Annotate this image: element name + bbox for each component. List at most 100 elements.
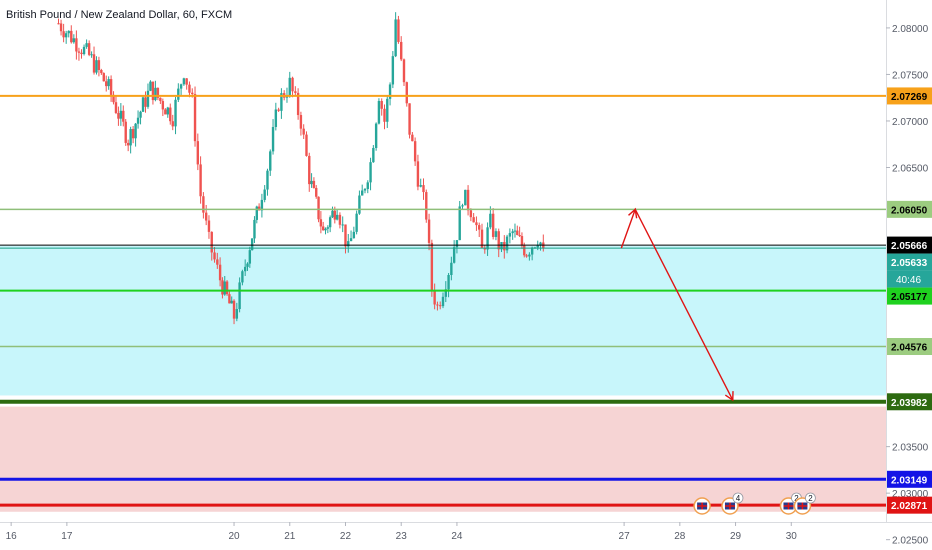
y-tick-label: 2.03500 bbox=[892, 443, 929, 454]
candle-body bbox=[483, 247, 486, 250]
candle-body bbox=[266, 170, 269, 190]
candle-body bbox=[355, 213, 358, 232]
candle-body bbox=[427, 219, 431, 243]
candle-body bbox=[188, 84, 191, 93]
candle-body bbox=[475, 222, 478, 226]
candle-body bbox=[72, 38, 76, 43]
candle-body bbox=[204, 212, 208, 221]
candle-body bbox=[310, 180, 313, 185]
x-tick-label: 29 bbox=[730, 531, 742, 542]
candle-body bbox=[308, 155, 311, 185]
zones-layer bbox=[0, 245, 886, 512]
candle-body bbox=[210, 231, 213, 253]
candle-body bbox=[422, 185, 425, 193]
candle-body bbox=[243, 266, 247, 272]
candle-body bbox=[480, 229, 484, 248]
candle-body bbox=[107, 79, 110, 87]
candle-body bbox=[513, 230, 517, 232]
y-tick-label: 2.07500 bbox=[892, 70, 929, 81]
candle-body bbox=[391, 56, 395, 85]
candle-body bbox=[238, 282, 241, 310]
candle-body bbox=[486, 227, 489, 250]
candle-body bbox=[100, 70, 103, 74]
candle-body bbox=[319, 219, 323, 227]
candle-body bbox=[182, 78, 186, 85]
candle-body bbox=[425, 192, 428, 220]
candle-body bbox=[67, 30, 70, 34]
candle-body bbox=[230, 300, 233, 304]
candle-body bbox=[500, 242, 503, 250]
candle-body bbox=[317, 196, 320, 220]
x-tick-label: 23 bbox=[396, 531, 408, 542]
price-tag-label: 2.05666 bbox=[891, 241, 928, 252]
candle-body bbox=[223, 281, 226, 295]
candle-body bbox=[277, 109, 280, 111]
candle-body bbox=[216, 259, 219, 265]
candle-body bbox=[117, 112, 120, 119]
candle-body bbox=[321, 226, 325, 231]
candle-body bbox=[497, 231, 500, 250]
candle-body bbox=[511, 231, 514, 234]
candle-body bbox=[305, 134, 308, 156]
candle-body bbox=[114, 102, 118, 113]
candle-body bbox=[464, 189, 467, 206]
levels-layer bbox=[0, 94, 886, 507]
candle-body bbox=[436, 304, 439, 306]
candle-body bbox=[377, 100, 381, 124]
price-tag bbox=[887, 236, 932, 254]
red-zone bbox=[0, 406, 886, 512]
candle-body bbox=[539, 242, 542, 246]
event-count-badge bbox=[805, 492, 816, 504]
candle-body bbox=[400, 41, 403, 60]
x-tick-label: 30 bbox=[786, 531, 798, 542]
candle-body bbox=[248, 250, 252, 264]
candle-body bbox=[328, 217, 332, 228]
price-tag bbox=[887, 393, 932, 411]
y-tick-label: 2.08000 bbox=[892, 24, 929, 35]
candle-body bbox=[505, 236, 509, 251]
candle-body bbox=[416, 161, 420, 187]
candle-body bbox=[105, 81, 108, 87]
candle-body bbox=[408, 103, 411, 135]
candle-body bbox=[380, 100, 383, 109]
candle-body bbox=[291, 77, 294, 92]
candle-body bbox=[213, 252, 216, 260]
candle-body bbox=[397, 19, 400, 42]
candle-body bbox=[87, 43, 91, 55]
candle-body bbox=[75, 38, 78, 52]
price-tag bbox=[887, 338, 932, 356]
candle-body bbox=[171, 121, 174, 127]
candle-body bbox=[363, 188, 367, 191]
x-tick-label: 24 bbox=[451, 531, 463, 542]
candle-body bbox=[411, 134, 414, 142]
candle-body bbox=[235, 309, 239, 319]
candle-body bbox=[70, 30, 73, 43]
price-tag-label: 2.03982 bbox=[891, 398, 928, 409]
candle-body bbox=[402, 59, 406, 83]
price-tag-label: 2.05633 bbox=[891, 258, 928, 269]
candle-body bbox=[146, 90, 150, 107]
candle-body bbox=[97, 60, 101, 71]
candle-body bbox=[536, 245, 539, 248]
candle-body bbox=[179, 84, 183, 89]
candle-body bbox=[139, 111, 142, 118]
candle-body bbox=[430, 242, 434, 291]
price-tag-label: 2.07269 bbox=[891, 92, 928, 103]
candle-body bbox=[271, 127, 275, 152]
chart-title: British Pound / New Zealand Dollar, 60, … bbox=[6, 9, 233, 21]
candle-body bbox=[64, 33, 68, 38]
candle-body bbox=[134, 123, 137, 139]
candle-body bbox=[144, 97, 147, 107]
candle-body bbox=[166, 107, 169, 115]
candle-body bbox=[156, 87, 160, 98]
candle-body bbox=[528, 254, 531, 257]
candle-body bbox=[149, 81, 152, 91]
candle-body bbox=[193, 94, 197, 142]
candle-body bbox=[333, 210, 337, 220]
candle-body bbox=[122, 110, 125, 122]
price-tag-label: 2.03149 bbox=[891, 475, 928, 486]
candle-body bbox=[191, 92, 194, 95]
candle-body bbox=[228, 294, 231, 304]
